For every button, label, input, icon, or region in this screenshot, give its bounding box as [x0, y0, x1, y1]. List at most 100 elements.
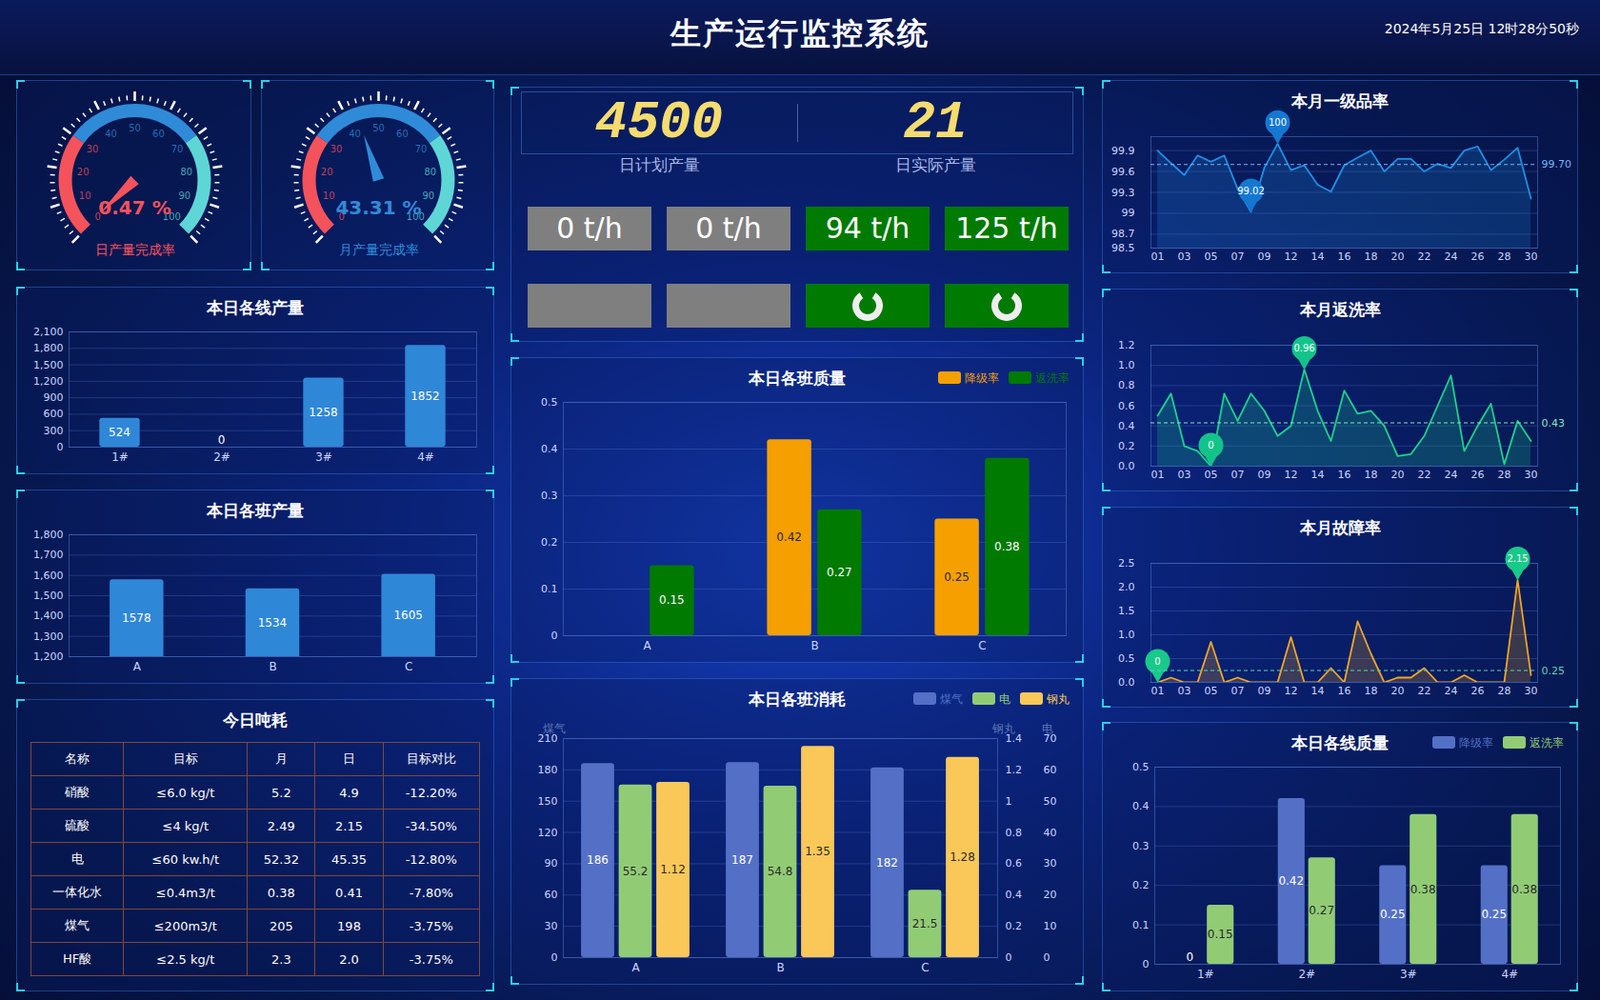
svg-text:60: 60 — [1043, 763, 1058, 777]
svg-text:A: A — [133, 660, 142, 674]
svg-text:0.96: 0.96 — [1293, 342, 1315, 354]
svg-text:22: 22 — [1418, 250, 1432, 263]
svg-text:1: 1 — [1005, 795, 1013, 808]
svg-text:1#: 1# — [1197, 967, 1215, 981]
svg-text:70: 70 — [171, 143, 184, 155]
svg-text:1,600: 1,600 — [33, 569, 64, 582]
svg-text:24: 24 — [1444, 684, 1459, 698]
svg-text:60: 60 — [152, 127, 165, 139]
svg-text:0.25: 0.25 — [943, 570, 970, 584]
svg-text:2.0: 2.0 — [1118, 580, 1136, 594]
svg-text:2#: 2# — [213, 450, 231, 464]
svg-text:1#: 1# — [111, 450, 129, 464]
svg-text:0.8: 0.8 — [1118, 379, 1136, 392]
svg-text:18: 18 — [1364, 250, 1379, 263]
svg-text:0.8: 0.8 — [1005, 826, 1023, 840]
svg-text:0.25: 0.25 — [1541, 664, 1566, 678]
svg-text:1,700: 1,700 — [33, 548, 64, 561]
svg-text:0.38: 0.38 — [1410, 882, 1437, 897]
svg-text:12: 12 — [1284, 250, 1299, 263]
svg-text:05: 05 — [1204, 684, 1219, 698]
svg-text:1534: 1534 — [258, 616, 288, 630]
svg-text:0.25: 0.25 — [1480, 907, 1507, 921]
svg-text:03: 03 — [1178, 468, 1192, 481]
svg-text:1.2: 1.2 — [1005, 763, 1023, 777]
svg-text:0.4: 0.4 — [1118, 420, 1136, 433]
svg-text:2,100: 2,100 — [33, 325, 64, 339]
svg-text:0.27: 0.27 — [826, 565, 853, 580]
svg-text:20: 20 — [1391, 250, 1405, 263]
svg-text:18: 18 — [1364, 684, 1379, 698]
svg-text:1.28: 1.28 — [949, 850, 976, 864]
svg-text:07: 07 — [1231, 250, 1245, 263]
svg-text:180: 180 — [538, 763, 559, 777]
svg-text:50: 50 — [128, 122, 141, 134]
svg-text:0.4: 0.4 — [1005, 888, 1023, 901]
svg-text:0.0: 0.0 — [1118, 676, 1136, 689]
svg-text:18: 18 — [1364, 468, 1379, 481]
svg-text:1,200: 1,200 — [33, 375, 64, 388]
svg-text:30: 30 — [330, 143, 343, 155]
svg-text:1.35: 1.35 — [804, 844, 831, 859]
svg-text:0.5: 0.5 — [540, 396, 559, 409]
svg-text:20: 20 — [1391, 684, 1405, 698]
svg-text:0.2: 0.2 — [1005, 920, 1023, 933]
svg-text:20: 20 — [1043, 888, 1058, 901]
svg-text:182: 182 — [876, 856, 899, 870]
svg-text:22: 22 — [1418, 468, 1432, 481]
svg-text:0.42: 0.42 — [1278, 874, 1304, 888]
svg-text:90: 90 — [544, 857, 559, 870]
svg-text:09: 09 — [1258, 468, 1272, 481]
svg-text:1578: 1578 — [121, 611, 152, 625]
svg-text:1.12: 1.12 — [660, 862, 686, 877]
svg-text:1.2: 1.2 — [1118, 339, 1136, 352]
svg-text:60: 60 — [544, 888, 559, 901]
svg-text:1,800: 1,800 — [33, 528, 64, 541]
svg-text:煤气: 煤气 — [542, 721, 566, 736]
svg-text:C: C — [404, 660, 413, 674]
svg-text:1605: 1605 — [393, 608, 423, 622]
svg-text:2#: 2# — [1298, 967, 1316, 981]
svg-text:钢丸: 钢丸 — [991, 721, 1016, 736]
svg-text:40: 40 — [104, 127, 118, 139]
svg-text:0.42: 0.42 — [776, 530, 802, 544]
svg-text:09: 09 — [1258, 250, 1272, 263]
svg-text:A: A — [631, 960, 640, 975]
svg-text:0.2: 0.2 — [1118, 440, 1136, 453]
svg-text:187: 187 — [731, 853, 754, 867]
svg-text:05: 05 — [1204, 250, 1219, 263]
svg-text:10: 10 — [1043, 920, 1058, 933]
svg-text:0.47 %: 0.47 % — [98, 196, 171, 220]
svg-text:100: 100 — [1268, 117, 1287, 128]
svg-text:0.4: 0.4 — [540, 442, 559, 456]
svg-text:90: 90 — [178, 190, 191, 201]
svg-text:20: 20 — [77, 166, 90, 178]
svg-text:0.2: 0.2 — [540, 536, 559, 549]
svg-text:16: 16 — [1338, 684, 1352, 698]
svg-text:14: 14 — [1311, 468, 1325, 481]
svg-text:21.5: 21.5 — [912, 917, 939, 931]
svg-text:1258: 1258 — [308, 405, 339, 420]
svg-text:09: 09 — [1258, 684, 1272, 698]
svg-text:1,800: 1,800 — [33, 341, 64, 355]
svg-text:28: 28 — [1498, 684, 1512, 698]
svg-text:1.0: 1.0 — [1118, 359, 1136, 372]
svg-text:0.43: 0.43 — [1541, 417, 1566, 430]
svg-text:1,300: 1,300 — [33, 630, 64, 643]
svg-text:98.5: 98.5 — [1111, 241, 1136, 255]
svg-text:C: C — [920, 960, 929, 975]
svg-text:26: 26 — [1471, 468, 1485, 481]
svg-text:60: 60 — [396, 127, 409, 139]
svg-text:0.0: 0.0 — [1118, 460, 1136, 473]
svg-text:07: 07 — [1231, 684, 1245, 698]
svg-text:1.5: 1.5 — [1118, 604, 1136, 618]
svg-text:0: 0 — [1185, 950, 1194, 964]
svg-text:01: 01 — [1151, 250, 1165, 263]
svg-text:0.5: 0.5 — [1118, 652, 1136, 665]
svg-text:0.27: 0.27 — [1308, 903, 1335, 918]
svg-text:0.6: 0.6 — [1005, 857, 1023, 870]
svg-text:50: 50 — [1043, 795, 1058, 808]
svg-text:0.3: 0.3 — [1132, 840, 1150, 853]
svg-text:99: 99 — [1121, 206, 1136, 220]
svg-text:1,200: 1,200 — [33, 650, 64, 663]
